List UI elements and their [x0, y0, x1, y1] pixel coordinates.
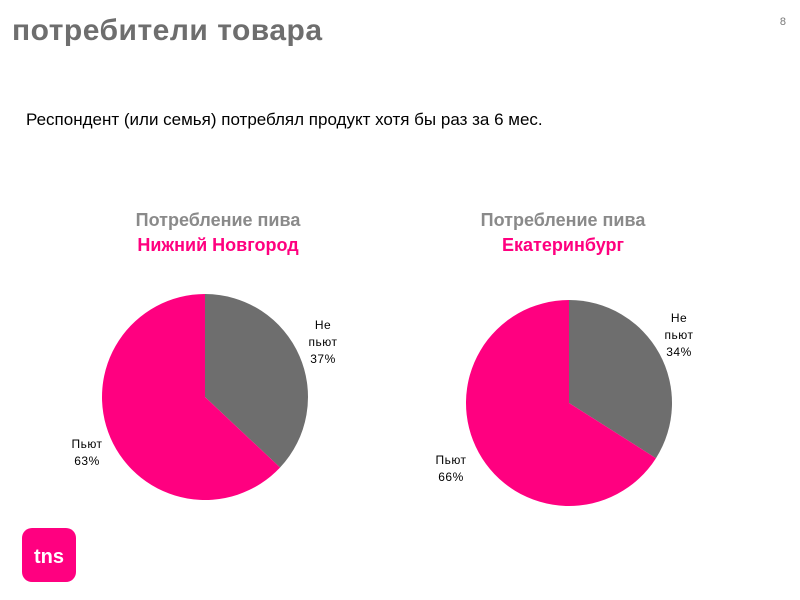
pie-chart-nizhny-novgorod — [102, 294, 308, 500]
pie-slice-not-drink — [569, 300, 672, 459]
slice-label-not-drink: Не пьют 37% — [298, 317, 348, 368]
slice-value: 37% — [310, 352, 336, 366]
slice-label-line: пьют — [664, 328, 694, 342]
pie-slice-drink — [102, 294, 281, 500]
chart-city-label: Екатеринбург — [502, 235, 624, 255]
slice-value: 66% — [438, 470, 464, 484]
chart-title-line: Потребление пива — [135, 210, 301, 230]
logo-text: tns — [34, 546, 64, 568]
pie-slice-not-drink — [205, 294, 308, 468]
slice-label-line: Не — [670, 311, 688, 325]
slice-label-line: пьют — [308, 335, 338, 349]
slice-value: 34% — [666, 345, 692, 359]
slice-label-line: Пьют — [71, 437, 103, 451]
slice-label-not-drink: Не пьют 34% — [654, 310, 704, 361]
chart-title-nizhny-novgorod: Потребление пива Нижний Новгород — [68, 208, 368, 258]
pie-chart-ekaterinburg — [466, 300, 672, 506]
slice-label-line: Пьют — [435, 453, 467, 467]
slice-label-line: Не — [314, 318, 332, 332]
slide-subtitle: Респондент (или семья) потреблял продукт… — [26, 110, 543, 129]
page-title: потребители товара — [12, 14, 323, 47]
chart-city-label: Нижний Новгород — [137, 235, 299, 255]
pie-slice-drink — [466, 300, 656, 506]
slice-label-drink: Пьют 66% — [426, 452, 476, 486]
tns-logo: tns — [22, 528, 76, 582]
chart-title-line: Потребление пива — [480, 210, 646, 230]
slice-label-drink: Пьют 63% — [62, 436, 112, 470]
logo-background — [22, 528, 76, 582]
chart-title-ekaterinburg: Потребление пива Екатеринбург — [413, 208, 713, 258]
slice-value: 63% — [74, 454, 100, 468]
page-number: 8 — [779, 16, 786, 28]
